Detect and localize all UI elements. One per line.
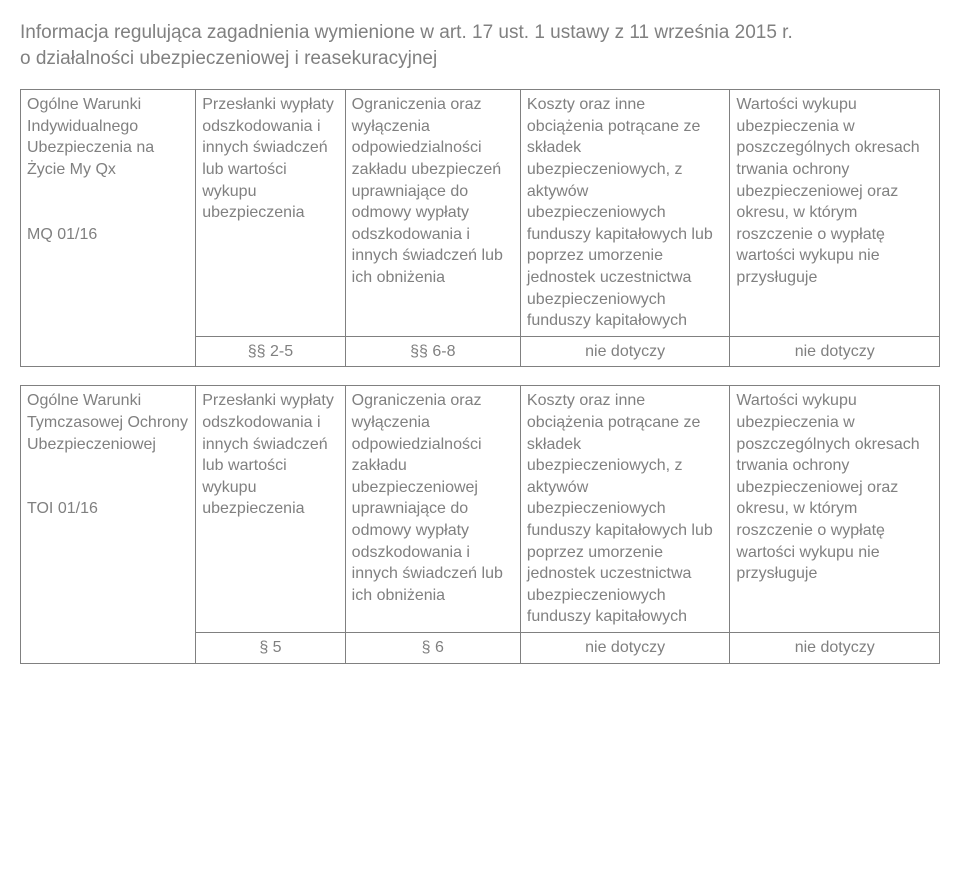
document-header: Informacja regulująca zagadnienia wymien… bbox=[20, 20, 940, 71]
table-row: Ogólne Warunki Tymczasowej Ochrony Ubezp… bbox=[21, 386, 940, 633]
cell: nie dotyczy bbox=[520, 336, 730, 367]
cell: Przesłanki wypłaty odszkodowania i innyc… bbox=[196, 386, 345, 633]
cell-title-1: Ogólne Warunki Indywidualnego Ubezpiecze… bbox=[21, 90, 196, 367]
cell: nie dotyczy bbox=[730, 336, 940, 367]
regulation-table-1: Ogólne Warunki Indywidualnego Ubezpiecze… bbox=[20, 89, 940, 367]
cell: Ograniczenia oraz wyłączenia odpowiedzia… bbox=[345, 90, 520, 337]
cell: nie dotyczy bbox=[730, 632, 940, 663]
cell: nie dotyczy bbox=[520, 632, 730, 663]
cell: Ograniczenia oraz wyłączenia odpowiedzia… bbox=[345, 386, 520, 633]
regulation-table-2: Ogólne Warunki Tymczasowej Ochrony Ubezp… bbox=[20, 385, 940, 663]
cell: §§ 2-5 bbox=[196, 336, 345, 367]
header-line-1: Informacja regulująca zagadnienia wymien… bbox=[20, 22, 793, 43]
header-line-2: o działalności ubezpieczeniowej i reasek… bbox=[20, 48, 437, 69]
table-row: Ogólne Warunki Indywidualnego Ubezpiecze… bbox=[21, 90, 940, 337]
cell-title-2: Ogólne Warunki Tymczasowej Ochrony Ubezp… bbox=[21, 386, 196, 663]
cell: Koszty oraz inne obciążenia potrącane ze… bbox=[520, 90, 730, 337]
cell: § 5 bbox=[196, 632, 345, 663]
cell: § 6 bbox=[345, 632, 520, 663]
cell: Przesłanki wypłaty odszkodowania i innyc… bbox=[196, 90, 345, 337]
cell: Koszty oraz inne obciążenia potrącane ze… bbox=[520, 386, 730, 633]
cell: §§ 6-8 bbox=[345, 336, 520, 367]
cell: Wartości wykupu ubezpieczenia w poszczeg… bbox=[730, 386, 940, 633]
cell: Wartości wykupu ubezpieczenia w poszczeg… bbox=[730, 90, 940, 337]
